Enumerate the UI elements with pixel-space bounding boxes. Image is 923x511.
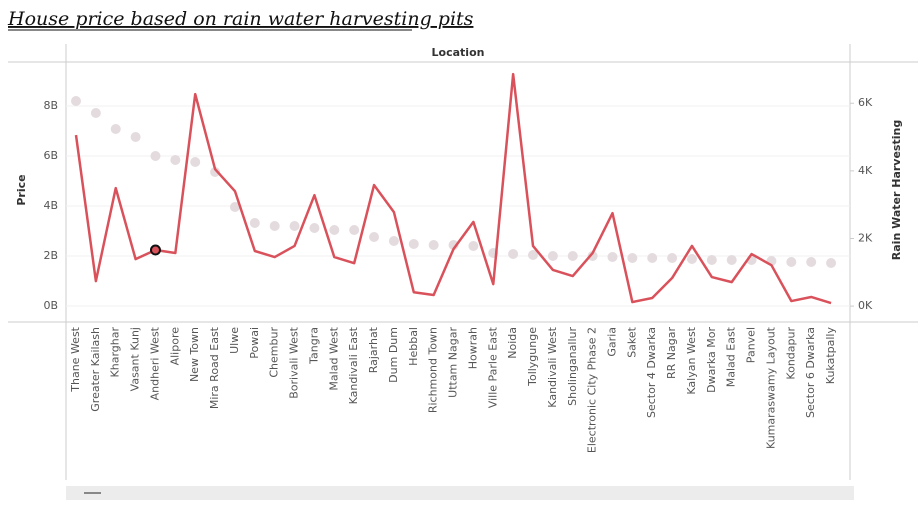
price-dot: [408, 239, 419, 249]
x-tick-label: Thane West: [69, 326, 82, 392]
x-tick-label: RR Nagar: [665, 327, 678, 379]
price-dot: [826, 258, 837, 268]
y2-axis-title: Rain Water Harvesting: [890, 120, 903, 260]
x-tick-label: Rajarhat: [367, 326, 380, 373]
highlight-marker: [149, 244, 161, 256]
price-dot: [229, 202, 240, 212]
price-dot: [269, 221, 280, 231]
x-tick-label: Andheri West: [148, 326, 161, 400]
price-dot: [90, 108, 101, 118]
x-tick-label: Kalyan West: [685, 326, 698, 394]
x-tick-label: Saket: [625, 326, 638, 357]
y-tick-label: 0B: [43, 299, 58, 312]
price-dot: [567, 251, 578, 261]
x-tick-label: Tangra: [307, 327, 320, 365]
price-dot: [686, 254, 697, 264]
y-tick-label: 8B: [43, 99, 58, 112]
price-dot: [249, 218, 260, 228]
x-tick-label: Richmond Town: [427, 327, 440, 413]
price-dot: [428, 240, 439, 250]
x-tick-label: Greater Kailash: [89, 327, 102, 412]
x-tick-label: Kondapur: [784, 327, 797, 380]
price-dot: [210, 167, 221, 177]
y-tick-label: 6B: [43, 149, 58, 162]
x-tick-label: Panvel: [745, 327, 758, 363]
x-tick-label: Kandivali West: [546, 326, 559, 407]
x-tick-label: New Town: [188, 327, 201, 382]
y2-tick-label: 6K: [858, 96, 873, 109]
price-dot: [369, 232, 380, 242]
chart-title: House price based on rain water harvesti…: [7, 8, 474, 30]
y-tick-label: 4B: [43, 199, 58, 212]
price-dot: [726, 255, 737, 265]
y2-tick-label: 0K: [858, 299, 873, 312]
x-tick-label: Sector 4 Dwarka: [645, 327, 658, 418]
price-dot: [110, 124, 121, 134]
x-tick-label: Borivali West: [288, 326, 301, 398]
price-dot: [528, 250, 539, 260]
price-dot: [547, 251, 558, 261]
x-tick-label: Ulwe: [228, 327, 241, 354]
x-tick-label: Powai: [248, 327, 261, 359]
price-dot: [130, 132, 141, 142]
x-tick-label: Howrah: [466, 327, 479, 369]
price-dot: [71, 96, 81, 106]
x-tick-label: Electronic City Phase 2: [586, 327, 599, 453]
x-tick-label: Tollygunge: [526, 327, 539, 387]
y2-tick-label: 4K: [858, 164, 873, 177]
price-dot: [647, 253, 658, 263]
y2-tick-label: 2K: [858, 231, 873, 244]
x-tick-label: Kumaraswamy Layout: [764, 326, 777, 449]
x-tick-label: Noida: [506, 327, 519, 359]
price-dot: [627, 253, 638, 263]
price-dot: [468, 241, 479, 251]
x-tick-label: Hebbal: [407, 327, 420, 366]
x-tick-label: Sector 6 Dwarka: [804, 327, 817, 418]
y-axis-title: Price: [15, 174, 28, 205]
x-tick-label: Malad East: [725, 326, 738, 387]
price-dot: [309, 223, 320, 233]
price-dot: [150, 151, 161, 161]
x-tick-label: Uttam Nagar: [447, 327, 460, 398]
x-tick-label: Kukatpally: [824, 327, 837, 385]
x-tick-label: Mira Road East: [208, 326, 221, 409]
x-tick-label: Vasant Kunj: [129, 327, 142, 391]
x-tick-label: Dum Dum: [387, 327, 400, 383]
harvesting-line: [74, 72, 832, 305]
x-tick-label: Kandivali East: [347, 326, 360, 404]
x-tick-label: Chembur: [268, 327, 281, 378]
price-dot: [806, 257, 817, 267]
scrollbar[interactable]: [66, 486, 854, 500]
price-dot: [190, 157, 201, 167]
x-tick-label: Dwarka Mor: [705, 327, 718, 393]
price-dot: [607, 252, 618, 262]
x-tick-label: Alipore: [168, 327, 181, 366]
header: Location: [432, 46, 485, 59]
x-tick-label: Kharghar: [109, 327, 122, 378]
x-tick-label: Sholinganallur: [566, 327, 579, 406]
price-dot: [349, 225, 360, 235]
price-dot: [667, 253, 678, 263]
x-tick-label: Ville Parle East: [486, 326, 499, 408]
price-dot: [289, 221, 300, 231]
price-dot: [170, 155, 181, 165]
x-tick-label: Garia: [605, 327, 618, 357]
price-dot: [706, 255, 717, 265]
y-tick-label: 2B: [43, 249, 58, 262]
price-dot: [786, 257, 797, 267]
price-dot: [587, 251, 598, 261]
x-tick-label: Malad West: [327, 326, 340, 390]
price-dot: [388, 236, 399, 246]
price-dot: [508, 249, 519, 259]
price-dot: [329, 225, 340, 235]
